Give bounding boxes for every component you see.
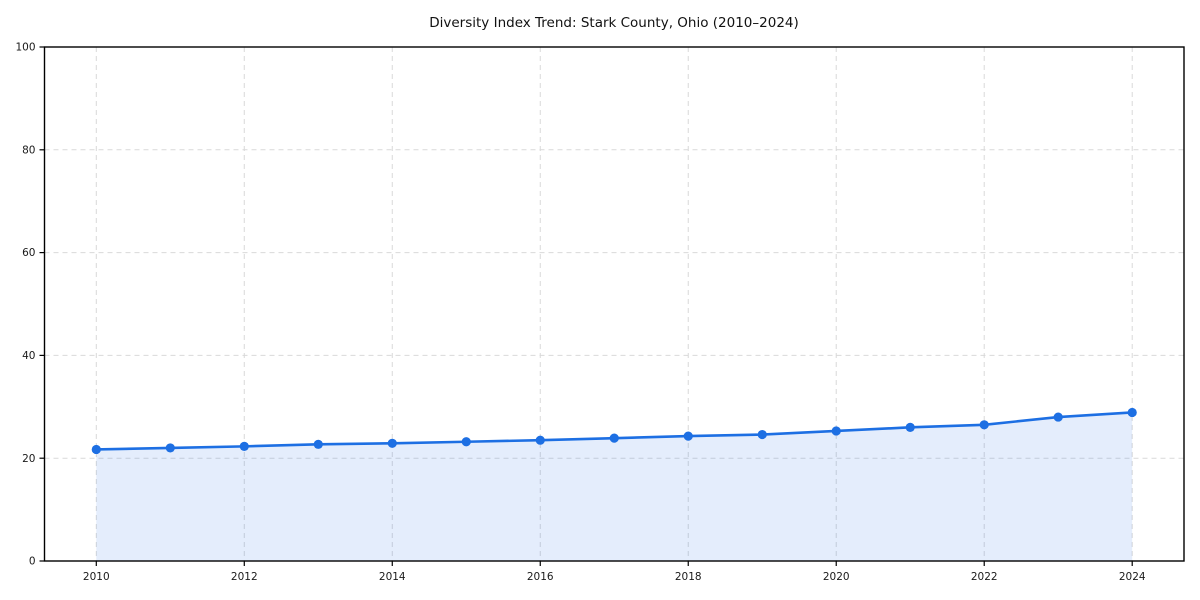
- x-tick-label: 2024: [1119, 571, 1146, 583]
- y-tick-label: 0: [29, 556, 36, 568]
- y-tick-label: 20: [22, 453, 35, 465]
- x-tick-label: 2016: [527, 571, 554, 583]
- data-point: [165, 443, 175, 453]
- data-point: [239, 441, 249, 451]
- y-tick-label: 100: [15, 42, 35, 54]
- y-tick-label: 40: [22, 350, 35, 362]
- data-point: [905, 422, 915, 432]
- data-point: [609, 433, 619, 443]
- data-point: [461, 437, 471, 447]
- chart-title: Diversity Index Trend: Stark County, Ohi…: [429, 15, 799, 31]
- data-point: [1053, 412, 1063, 422]
- x-tick-label: 2020: [823, 571, 850, 583]
- data-point: [387, 438, 397, 448]
- data-point: [91, 444, 101, 455]
- y-tick-label: 80: [22, 144, 35, 156]
- x-tick-label: 2014: [379, 571, 406, 583]
- data-point: [831, 426, 841, 436]
- plot-area: 0 20 40 60 80 100 2010 2012 2014 2016 2018 2020 2022…: [15, 42, 1185, 583]
- area-fill: [96, 412, 1133, 561]
- x-tick-label: 2018: [675, 571, 702, 583]
- data-point: [535, 435, 545, 445]
- x-tick-label: 2012: [231, 571, 258, 583]
- x-tick-label: 2022: [971, 571, 998, 583]
- data-point: [313, 439, 323, 449]
- plot-frame: [43, 46, 1185, 562]
- data-point: [757, 429, 767, 440]
- data-point: [1127, 407, 1137, 418]
- x-tick-label: 2010: [83, 571, 110, 583]
- data-point: [683, 431, 693, 441]
- y-tick-label: 60: [22, 247, 35, 259]
- data-point: [979, 420, 989, 430]
